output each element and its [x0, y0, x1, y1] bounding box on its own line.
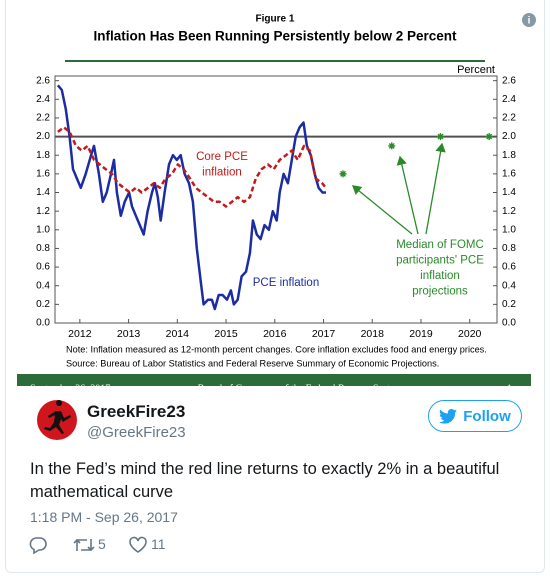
arrow	[425, 142, 446, 235]
chart-title: Inflation Has Been Running Persistently …	[93, 29, 457, 44]
fomc-marker	[485, 133, 493, 141]
fomc-marker	[339, 170, 347, 178]
y-tick-label: 1.4	[36, 187, 50, 198]
plot-frame	[54, 75, 498, 324]
note: Source: Bureau of Labor Statistics and F…	[66, 358, 439, 368]
fomc-marker	[436, 133, 444, 141]
y-tick-label: 1.8	[36, 150, 50, 161]
annotation: projections	[412, 286, 468, 298]
arrow	[396, 155, 419, 235]
annotation: Median of FOMC	[396, 239, 484, 251]
y2-tick-label: 1.8	[502, 150, 516, 161]
follow-button[interactable]: Follow	[428, 400, 522, 432]
timestamp[interactable]: 1:18 PM - Sep 26, 2017	[30, 509, 178, 525]
annotation: inflation	[420, 270, 460, 282]
note: Note: Inflation measured as 12-month per…	[66, 344, 487, 354]
y-tick-label: 2.4	[36, 94, 50, 105]
y2-tick-label: 1.4	[502, 187, 516, 198]
info-icon-glyph: i	[528, 16, 531, 27]
y2-tick-label: 0.2	[502, 299, 516, 310]
y-tick-label: 1.2	[36, 206, 50, 217]
figure-label: Figure 1	[256, 14, 295, 25]
bird-icon	[439, 408, 458, 424]
fomc-arrows	[351, 142, 446, 235]
y2-tick-label: 0.4	[502, 280, 516, 291]
y2-tick-label: 0.8	[502, 243, 516, 254]
y-unit: Percent	[457, 64, 495, 76]
footer-text: Board of Governors of the Federal Reserv…	[198, 383, 403, 386]
retweet-count: 5	[98, 536, 106, 552]
like-count: 11	[151, 536, 166, 552]
y-tick-label: 2.0	[36, 131, 50, 142]
x-tick-label: 2017	[312, 328, 336, 340]
core-pce-line	[57, 126, 327, 208]
x-tick-label: 2018	[361, 328, 385, 340]
footer-text: September 26, 2017 Board of Governors of …	[30, 383, 512, 386]
y2-tick-label: 0.0	[502, 318, 516, 329]
y-tick-label: 0.6	[36, 262, 50, 273]
y2-tick-label: 2.4	[502, 94, 516, 105]
footer-bar	[17, 374, 531, 386]
tweet-text: In the Fed’s mind the red line returns t…	[30, 460, 500, 501]
x-tick-label: 2019	[409, 328, 433, 340]
y2-tick-label: 2.0	[502, 131, 516, 142]
y2-tick-label: 1.0	[502, 224, 516, 235]
info-icon[interactable]	[522, 13, 536, 27]
x-tick-label: 2020	[458, 328, 482, 340]
author-name[interactable]: GreekFire23	[87, 402, 186, 421]
like-icon[interactable]	[128, 535, 148, 555]
y-tick-label: 2.2	[36, 113, 50, 124]
y-tick-label: 1.6	[36, 169, 50, 180]
x-tick-label: 2016	[263, 328, 287, 340]
y-tick-label: 0.2	[36, 299, 50, 310]
y-tick-label: 0.4	[36, 280, 50, 291]
footer-text: 1	[507, 383, 512, 386]
y-tick-label: 1.0	[36, 224, 50, 235]
footer-text: September 26, 2017	[30, 383, 110, 386]
y2-tick-label: 1.2	[502, 206, 516, 217]
y-tick-label: 0.0	[36, 318, 50, 329]
y-tick-label: 0.8	[36, 243, 50, 254]
x-tick-label: 2012	[68, 328, 92, 340]
avatar-logo	[44, 400, 71, 434]
follow-label: Follow	[463, 407, 511, 425]
y-tick-label: 2.6	[36, 75, 50, 86]
chart: Figure 1 Inflation Has Been Running Pers…	[17, 13, 536, 386]
avatar[interactable]	[37, 400, 77, 440]
retweet-icon[interactable]	[72, 535, 96, 555]
y2-tick-label: 0.6	[502, 262, 516, 273]
annotation: PCE inflation	[253, 277, 319, 289]
x-tick-label: 2014	[166, 328, 190, 340]
x-tick-label: 2015	[214, 328, 238, 340]
y2-tick-label: 1.6	[502, 169, 516, 180]
x-tick-label: 2013	[117, 328, 141, 340]
fomc-marker	[388, 142, 396, 150]
annotation: participants' PCE	[396, 255, 484, 267]
y2-tick-label: 2.2	[502, 113, 516, 124]
reply-icon[interactable]	[28, 535, 48, 555]
arrow	[351, 185, 413, 235]
y2-tick-label: 2.6	[502, 75, 516, 86]
author-handle[interactable]: @GreekFire23	[87, 424, 186, 441]
annotation: Core PCE	[196, 151, 248, 163]
tweet-card	[5, 0, 545, 573]
pce-line	[56, 84, 326, 311]
annotation: inflation	[202, 167, 242, 179]
